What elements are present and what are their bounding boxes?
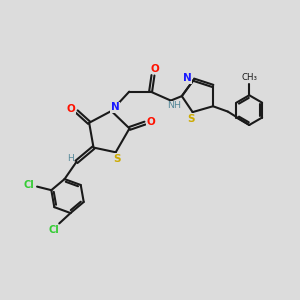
- Text: NH: NH: [167, 101, 181, 110]
- Text: O: O: [66, 103, 75, 113]
- Text: S: S: [188, 114, 195, 124]
- Text: O: O: [146, 117, 155, 127]
- Text: Cl: Cl: [24, 180, 35, 190]
- Text: Cl: Cl: [49, 225, 59, 235]
- Text: O: O: [150, 64, 159, 74]
- Text: CH₃: CH₃: [242, 73, 258, 82]
- Text: N: N: [111, 102, 119, 112]
- Text: S: S: [113, 154, 121, 164]
- Text: H: H: [67, 154, 74, 164]
- Text: N: N: [183, 73, 192, 83]
